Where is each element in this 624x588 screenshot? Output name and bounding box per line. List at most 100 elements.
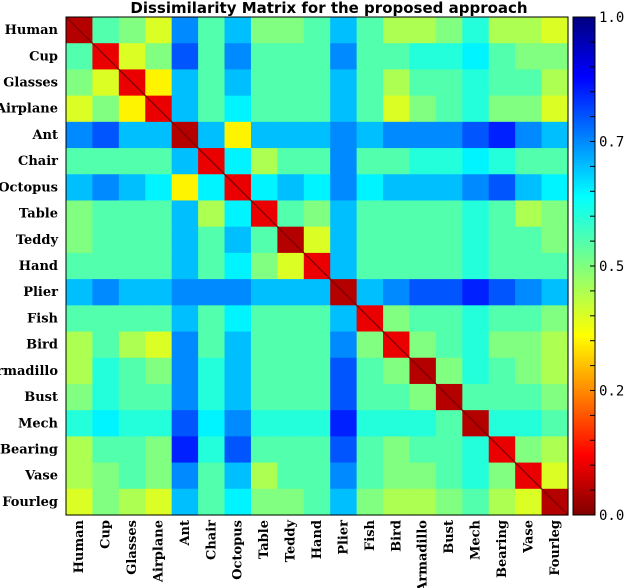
heatmap-cell-chair-human — [66, 148, 94, 175]
heatmap-cell-table-plier — [330, 200, 358, 228]
heatmap-cell-fourleg-ant — [171, 488, 199, 516]
column-label-mech: Mech — [469, 519, 484, 560]
heatmap-cell-plier-human — [66, 279, 94, 306]
heatmap-cell-human-mech — [462, 17, 490, 44]
heatmap-cell-table-glasses — [118, 200, 146, 228]
heatmap-cell-bearing-mech — [462, 436, 490, 464]
heatmap-cell-armadillo-human — [66, 357, 94, 385]
heatmap-cell-cup-fourleg — [541, 43, 569, 71]
heatmap-cell-plier-octopus — [224, 279, 252, 306]
heatmap-cell-bird-cup — [92, 331, 120, 359]
heatmap-cell-octopus-plier — [330, 174, 358, 202]
heatmap-cell-chair-teddy — [277, 148, 305, 175]
heatmap-cell-armadillo-vase — [515, 357, 543, 385]
heatmap-cell-teddy-mech — [462, 226, 490, 254]
heatmap-cell-fourleg-airplane — [145, 488, 173, 516]
heatmap-cell-octopus-human — [66, 174, 94, 202]
row-label-octopus: Octopus — [0, 180, 58, 195]
heatmap-cell-chair-bird — [383, 148, 411, 175]
heatmap-cell-glasses-cup — [92, 69, 120, 97]
heatmap-cell-fourleg-table — [250, 488, 278, 516]
heatmap-cell-cup-octopus — [224, 43, 252, 71]
heatmap-cell-teddy-bearing — [488, 226, 516, 254]
colorbar-tick-label: 0.25 — [599, 384, 624, 400]
heatmap-cell-hand-fourleg — [541, 252, 569, 280]
heatmap-cell-bust-bird — [383, 383, 411, 411]
heatmap-cell-fish-table — [250, 305, 278, 333]
heatmap-cell-bird-human — [66, 331, 94, 359]
heatmap-cell-table-teddy — [277, 200, 305, 228]
heatmap-cell-chair-bearing — [488, 148, 516, 175]
heatmap-cell-vase-fish — [356, 462, 384, 490]
heatmap-cell-octopus-fourleg — [541, 174, 569, 202]
heatmap-cell-bearing-fourleg — [541, 436, 569, 464]
row-label-bearing: Bearing — [0, 443, 58, 458]
heatmap-cell-fourleg-octopus — [224, 488, 252, 516]
heatmap-cell-octopus-bust — [435, 174, 463, 202]
heatmap-cell-ant-fish — [356, 121, 384, 149]
heatmap-cell-glasses-ant — [171, 69, 199, 97]
row-labels: Human Cup Glasses Airplane Ant Chair Octopus Ta… — [0, 23, 59, 510]
heatmap-cell-human-chair — [198, 17, 226, 44]
heatmap-cell-glasses-plier — [330, 69, 358, 97]
heatmap-cell-vase-octopus — [224, 462, 252, 490]
heatmap-cell-cup-ant — [171, 43, 199, 71]
heatmap-cell-glasses-human — [66, 69, 94, 97]
heatmap-cell-airplane-hand — [303, 95, 331, 123]
heatmap-cell-table-hand — [303, 200, 331, 228]
heatmap-cell-mech-plier — [330, 410, 358, 437]
heatmap-cell-fourleg-teddy — [277, 488, 305, 516]
column-label-human: Human — [72, 519, 87, 573]
heatmap-cell-ant-glasses — [118, 121, 146, 149]
diagonal-line-segment — [65, 16, 569, 516]
heatmap-cell-bust-chair — [198, 383, 226, 411]
heatmap-cell-octopus-airplane — [145, 174, 173, 202]
heatmap-cell-airplane-fourleg — [541, 95, 569, 123]
heatmap-cell-airplane-fish — [356, 95, 384, 123]
heatmap-cell-bird-vase — [515, 331, 543, 359]
heatmap-cell-mech-cup — [92, 410, 120, 437]
heatmap-cell-bust-airplane — [145, 383, 173, 411]
heatmap-cell-glasses-fourleg — [541, 69, 569, 97]
heatmap-cell-ant-mech — [462, 121, 490, 149]
heatmap-cell-chair-table — [250, 148, 278, 175]
heatmap-cell-airplane-octopus — [224, 95, 252, 123]
row-label-teddy: Teddy — [16, 233, 59, 248]
heatmap-cell-fish-fourleg — [541, 305, 569, 333]
heatmap-cell-vase-plier — [330, 462, 358, 490]
heatmap-cell-bust-octopus — [224, 383, 252, 411]
heatmap-cell-fourleg-glasses — [118, 488, 146, 516]
row-label-plier: Plier — [23, 285, 58, 300]
heatmap-cell-plier-mech — [462, 279, 490, 306]
heatmap-cell-table-armadillo — [409, 200, 437, 228]
heatmap-cell-glasses-hand — [303, 69, 331, 97]
heatmap-cell-glasses-teddy — [277, 69, 305, 97]
heatmap-cell-plier-table — [250, 279, 278, 306]
heatmap-cell-armadillo-airplane — [145, 357, 173, 385]
heatmap-cell-armadillo-glasses — [118, 357, 146, 385]
colorbar-tick-label: 1.0 — [599, 10, 624, 26]
heatmap-cell-bird-bearing — [488, 331, 516, 359]
column-labels: Human Cup Glasses Airplane Ant Chair Octopus Ta… — [72, 519, 563, 588]
heatmap-cell-table-fish — [356, 200, 384, 228]
heatmap-cell-armadillo-ant — [171, 357, 199, 385]
heatmap-cell-bird-glasses — [118, 331, 146, 359]
heatmap-cell-glasses-fish — [356, 69, 384, 97]
row-label-mech: Mech — [18, 416, 59, 431]
heatmap-cell-cup-human — [66, 43, 94, 71]
heatmap-cell-human-fish — [356, 17, 384, 44]
heatmap-cell-mech-vase — [515, 410, 543, 437]
column-label-glasses: Glasses — [125, 520, 140, 575]
heatmap-cell-teddy-cup — [92, 226, 120, 254]
heatmap-cell-octopus-table — [250, 174, 278, 202]
heatmap-cell-teddy-fish — [356, 226, 384, 254]
heatmap-cell-vase-fourleg — [541, 462, 569, 490]
heatmap-cell-fish-airplane — [145, 305, 173, 333]
heatmap-cell-ant-armadillo — [409, 121, 437, 149]
heatmap-cell-glasses-airplane — [145, 69, 173, 97]
column-label-fourleg: Fourleg — [548, 520, 563, 576]
heatmap-cell-mech-teddy — [277, 410, 305, 437]
heatmap-cell-ant-bust — [435, 121, 463, 149]
heatmap-cell-octopus-glasses — [118, 174, 146, 202]
heatmap-cell-teddy-airplane — [145, 226, 173, 254]
